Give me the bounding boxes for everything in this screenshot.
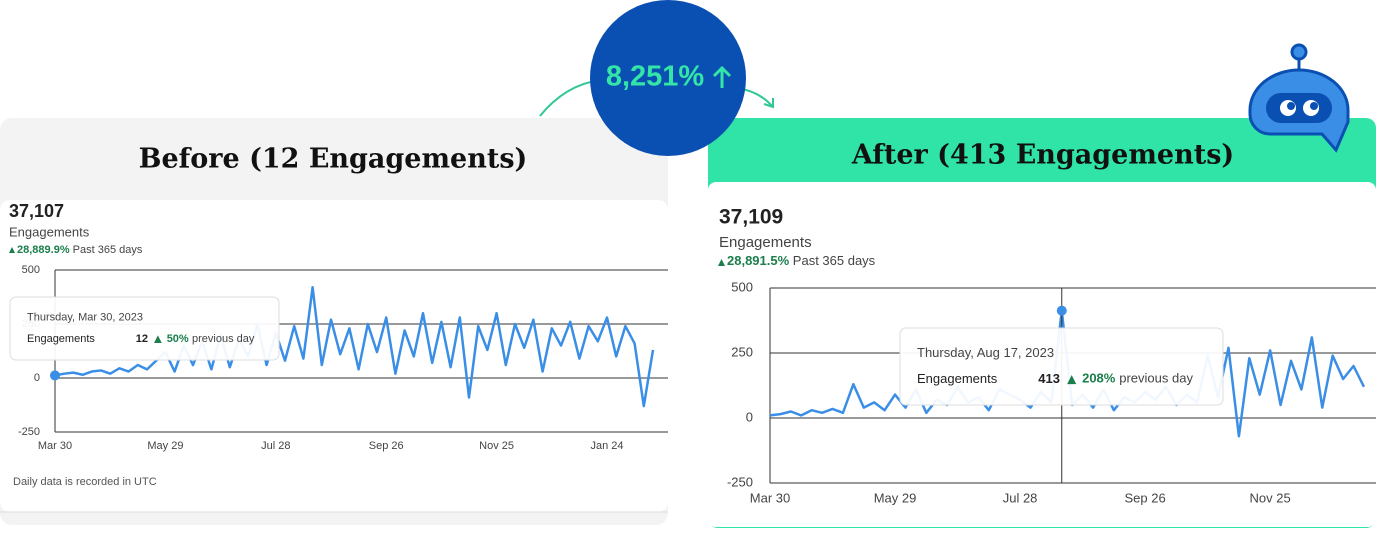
note: Daily data is recorded in UTC bbox=[13, 476, 157, 488]
chart: -250 0 250 500 Mar 30 May 29 Jul 28 Sep 26 Nov 2… bbox=[727, 279, 1376, 505]
total: 37,107 bbox=[9, 201, 64, 221]
x-tick-label: Nov 25 bbox=[479, 440, 514, 452]
change: 28,891.5% bbox=[727, 253, 790, 268]
tooltip-up bbox=[154, 335, 162, 344]
tooltip-suffix: previous day bbox=[192, 333, 255, 345]
tooltip-change: 208% previous day bbox=[1082, 371, 1193, 386]
x-tick-label: Mar 30 bbox=[750, 490, 790, 505]
charts: -250 0 250 500 Mar 30 May 29 Jul 28 Sep 26 Nov 2… bbox=[9, 264, 1376, 505]
change-line: 28,891.5% Past 365 days bbox=[727, 253, 876, 268]
y-tick-label: -250 bbox=[727, 474, 753, 489]
badge-circle bbox=[590, 0, 746, 156]
tooltip-box bbox=[9, 296, 280, 361]
tooltip-label: Engagements bbox=[27, 333, 95, 345]
up-triangle bbox=[718, 259, 725, 266]
y-tick-label: 250 bbox=[731, 344, 753, 359]
tooltip-value: 12 bbox=[136, 333, 148, 345]
y-tick-label: 500 bbox=[731, 279, 753, 294]
y-tick-label: 0 bbox=[746, 409, 753, 424]
x-tick-label: May 29 bbox=[147, 440, 183, 452]
before-card bbox=[0, 200, 668, 512]
tooltip-suffix: previous day bbox=[1119, 371, 1193, 386]
up-triangle bbox=[9, 247, 15, 253]
series-line bbox=[54, 286, 655, 408]
tooltip-box bbox=[899, 327, 1224, 406]
x-tick-label: Jul 28 bbox=[1003, 490, 1038, 505]
tooltip-date: Thursday, Mar 30, 2023 bbox=[27, 312, 143, 324]
tooltip-value: 413 bbox=[1038, 371, 1060, 386]
badge-text: 8,251% bbox=[606, 61, 705, 93]
x-tick-label: Mar 30 bbox=[38, 440, 72, 452]
tooltip-up bbox=[1067, 375, 1077, 385]
highlight-point bbox=[1056, 305, 1067, 316]
y-tick-label: 500 bbox=[22, 264, 40, 276]
change: 28,889.9% bbox=[17, 244, 70, 256]
badge-arrow bbox=[712, 65, 732, 88]
x-tick-label: Sep 26 bbox=[1125, 490, 1166, 505]
period: Past 365 days bbox=[793, 253, 876, 268]
x-tick-label: Nov 25 bbox=[1250, 490, 1291, 505]
panel-title: Before (12 Engagements) bbox=[139, 144, 528, 175]
tooltip-date: Thursday, Aug 17, 2023 bbox=[917, 345, 1054, 360]
tooltip-change: 50% previous day bbox=[167, 333, 255, 345]
robot-icon bbox=[1248, 43, 1350, 153]
x-tick-label: May 29 bbox=[874, 490, 917, 505]
x-tick-label: Jul 28 bbox=[261, 440, 290, 452]
x-tick-label: Jan 24 bbox=[590, 440, 623, 452]
metric: Engagements bbox=[9, 224, 90, 239]
panel-title: After (413 Engagements) bbox=[851, 140, 1234, 171]
y-tick-label: 0 bbox=[34, 372, 40, 384]
period: Past 365 days bbox=[73, 244, 143, 256]
metric: Engagements bbox=[719, 234, 812, 251]
y-tick-label: -250 bbox=[18, 426, 40, 438]
tooltip-label: Engagements bbox=[917, 371, 998, 386]
tooltip-pct: 50% bbox=[167, 333, 189, 345]
change-line: 28,889.9% Past 365 days bbox=[17, 244, 143, 256]
x-tick-label: Sep 26 bbox=[369, 440, 404, 452]
total: 37,109 bbox=[719, 206, 783, 229]
highlight-point bbox=[50, 370, 60, 381]
tooltip-pct: 208% bbox=[1082, 371, 1116, 386]
